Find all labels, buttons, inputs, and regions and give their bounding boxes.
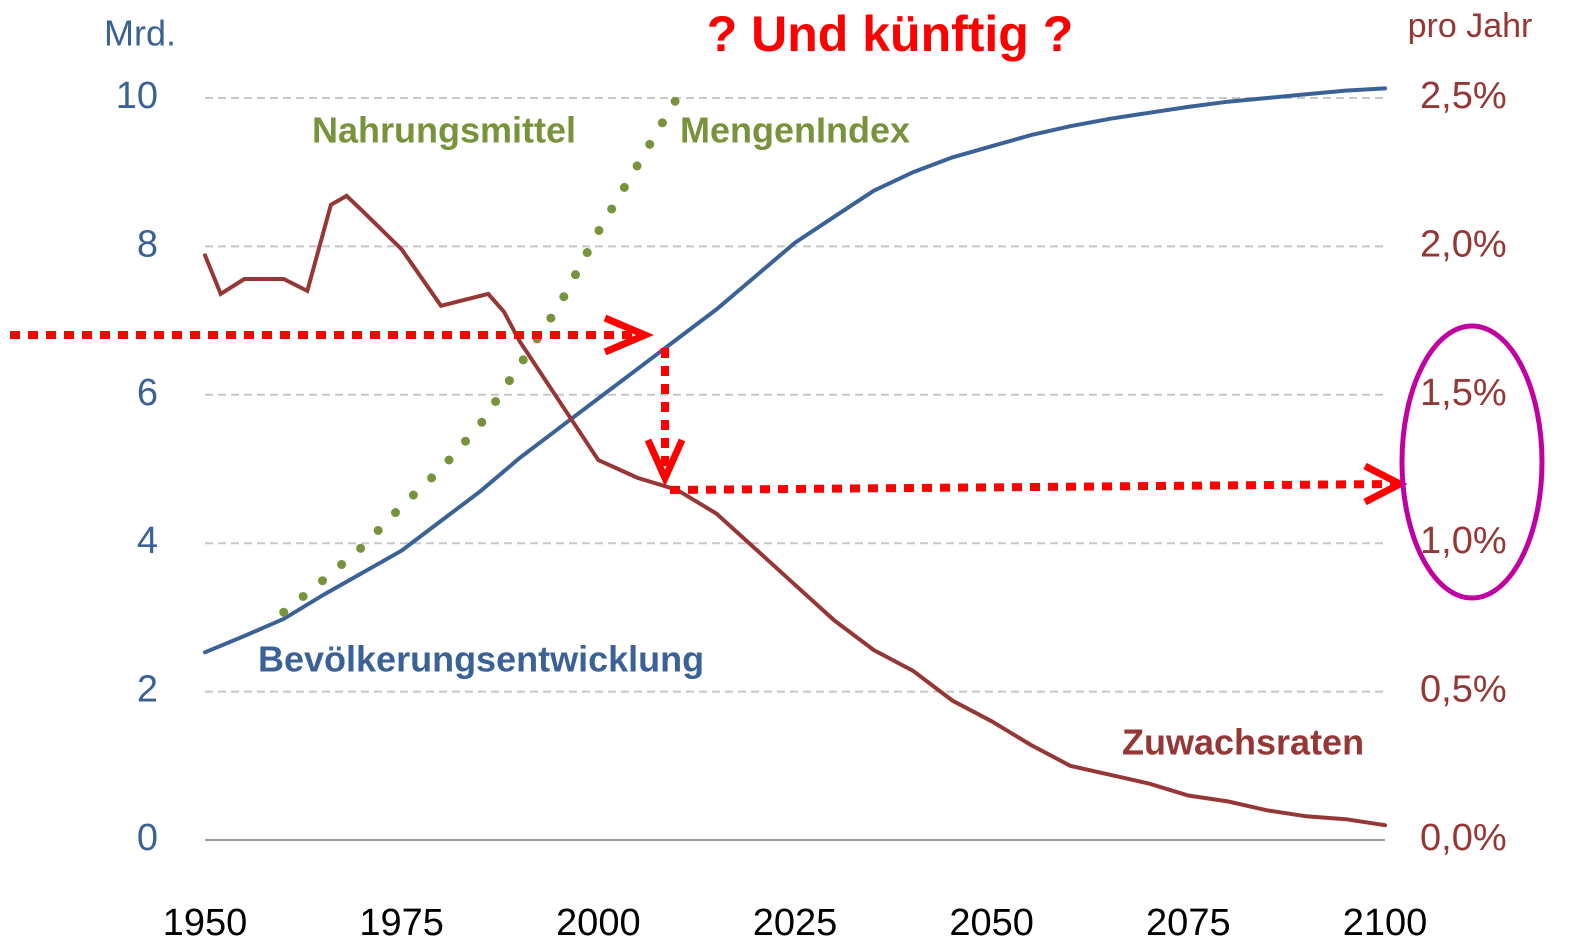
y2-tick-label: 1,5% [1420, 372, 1507, 414]
x-tick-label: 2100 [1343, 902, 1428, 944]
y-tick-label: 8 [137, 223, 158, 265]
series-line [203, 86, 1387, 655]
x-tick-label: 2050 [949, 902, 1034, 944]
y-tick-label: 2 [137, 669, 158, 711]
x-tick-label: 1975 [359, 902, 444, 944]
series-label: Bevölkerungsentwicklung [258, 639, 704, 680]
series-line [279, 93, 682, 617]
x-tick-label: 2025 [753, 902, 838, 944]
y-axis-label: Mrd. [104, 13, 176, 54]
y2-tick-label: 2,0% [1420, 223, 1507, 265]
series-label: Zuwachsraten [1122, 722, 1364, 763]
y2-tick-label: 0,5% [1420, 669, 1507, 711]
annotation-arrows [10, 314, 1408, 506]
y2-tick-label: 2,5% [1420, 75, 1507, 117]
y-tick-label: 6 [137, 372, 158, 414]
series-label: MengenIndex [680, 110, 910, 151]
series-label: Nahrungsmittel [312, 110, 576, 151]
y2-tick-label: 0,0% [1420, 817, 1507, 859]
y2-tick-label: 1,0% [1420, 520, 1507, 562]
y-tick-label: 0 [137, 817, 158, 859]
highlight-ellipse [1399, 323, 1545, 601]
arrow-head [603, 314, 654, 356]
y-tick-label: 4 [137, 520, 158, 562]
chart-title: ? Und künftig ? [707, 6, 1074, 62]
x-tick-label: 1950 [163, 902, 248, 944]
arrow-line [669, 480, 1396, 494]
arrow-head [644, 438, 686, 487]
x-tick-label: 2075 [1146, 902, 1231, 944]
x-tick-label: 2000 [556, 902, 641, 944]
plot: 0 2 4 6 8 10 0,0% 0,5% 1,0% 1,5% 2,0% 2,5% 1950 1975 2… [116, 75, 1507, 944]
arrow-head [1363, 462, 1408, 506]
y-tick-label: 10 [116, 75, 158, 117]
y2-axis-label: pro Jahr [1408, 7, 1533, 45]
